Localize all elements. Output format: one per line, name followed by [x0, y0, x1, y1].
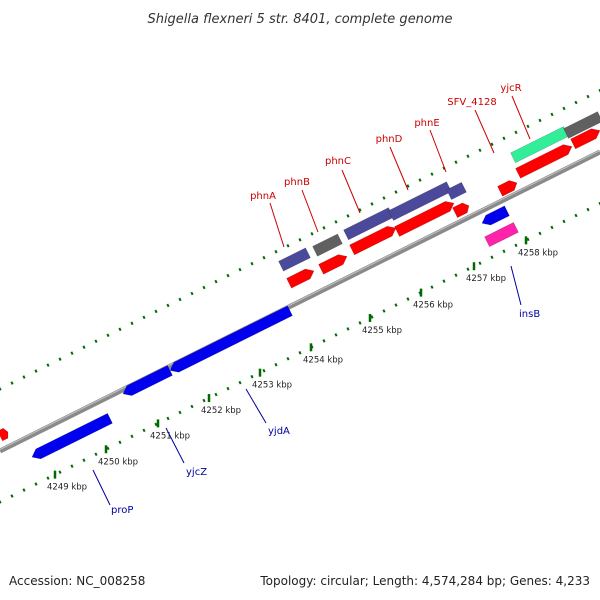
dotted-rings: [0, 88, 600, 504]
gene-leader-line: [269, 202, 285, 248]
kbp-tick-label: 4252 kbp: [201, 406, 241, 416]
gene-arrow-phnE: [452, 202, 470, 218]
cog-box-yjcR: [563, 111, 600, 139]
gene-leader-line: [301, 189, 319, 233]
kbp-tick-label: 4257 kbp: [466, 274, 506, 284]
gene-label-phnA: phnA: [250, 191, 276, 202]
gene-leader-line: [92, 469, 111, 506]
gene-arrow-insB: [481, 205, 510, 226]
accession-text: Accession: NC_008258: [9, 574, 145, 588]
gene-leader-line: [389, 146, 409, 191]
gene-label-proP: proP: [111, 505, 133, 516]
kbp-tick-label: 4250 kbp: [98, 457, 138, 467]
gene-label-insB: insB: [519, 309, 540, 320]
gene-label-phnE: phnE: [414, 118, 439, 129]
gene-leader-line: [245, 388, 267, 424]
gene-arrow-right-edge: [570, 128, 600, 150]
gene-label-yjcR: yjcR: [500, 83, 521, 94]
upper-dotted-ring: [0, 88, 600, 391]
cog-box-insB: [484, 222, 519, 248]
gene-arrow-phnC: [349, 225, 397, 256]
cog-box-phnE: [446, 181, 467, 200]
cog-box-phnB: [312, 233, 343, 257]
gene-arrow-left-edge: [0, 427, 9, 442]
gene-arrow-yjcR: [515, 144, 573, 179]
gene-label-phnD: phnD: [376, 134, 403, 145]
gene-leader-line: [510, 265, 522, 306]
gene-leader-line: [474, 109, 495, 154]
cog-box-phnA: [278, 247, 311, 272]
gene-labels: proP yjcZ yjdA insB phnA phnB phnC phnD phnE SFV_…: [92, 83, 540, 516]
kbp-tick-label: 4255 kbp: [362, 326, 402, 336]
gene-label-phnC: phnC: [325, 156, 351, 167]
gene-leader-line: [429, 129, 447, 173]
gene-arrow-SFV_4128: [497, 180, 518, 197]
kbp-tick-label: 4249 kbp: [47, 483, 87, 493]
kbp-tick-label: 4256 kbp: [413, 301, 453, 311]
gene-arrow-phnB: [318, 254, 348, 275]
genome-summary-text: Topology: circular; Length: 4,574,284 bp…: [259, 574, 590, 588]
gene-label-yjcZ: yjcZ: [186, 467, 207, 478]
backbone: [0, 149, 600, 454]
kbp-tick-label: 4258 kbp: [518, 248, 558, 258]
gene-label-yjdA: yjdA: [268, 426, 290, 437]
gene-arrow-yjdA: [169, 305, 293, 373]
gene-label-phnB: phnB: [284, 177, 310, 188]
gene-arrow-phnA: [286, 268, 315, 289]
gene-leader-line: [341, 169, 361, 214]
map-title: Shigella flexneri 5 str. 8401, complete …: [147, 12, 452, 27]
gene-arrow-phnD: [394, 201, 455, 237]
gene-arrow-yjcZ: [122, 365, 173, 396]
gene-arrow-proP: [31, 413, 113, 460]
kbp-tick-label: 4253 kbp: [252, 381, 292, 391]
gene-label-SFV_4128: SFV_4128: [447, 97, 496, 108]
kbp-tick-label: 4254 kbp: [303, 355, 343, 365]
gene-features: [0, 111, 600, 460]
lower-dotted-ring: [0, 201, 600, 504]
gene-leader-line: [165, 427, 185, 464]
gene-leader-line: [511, 95, 531, 140]
